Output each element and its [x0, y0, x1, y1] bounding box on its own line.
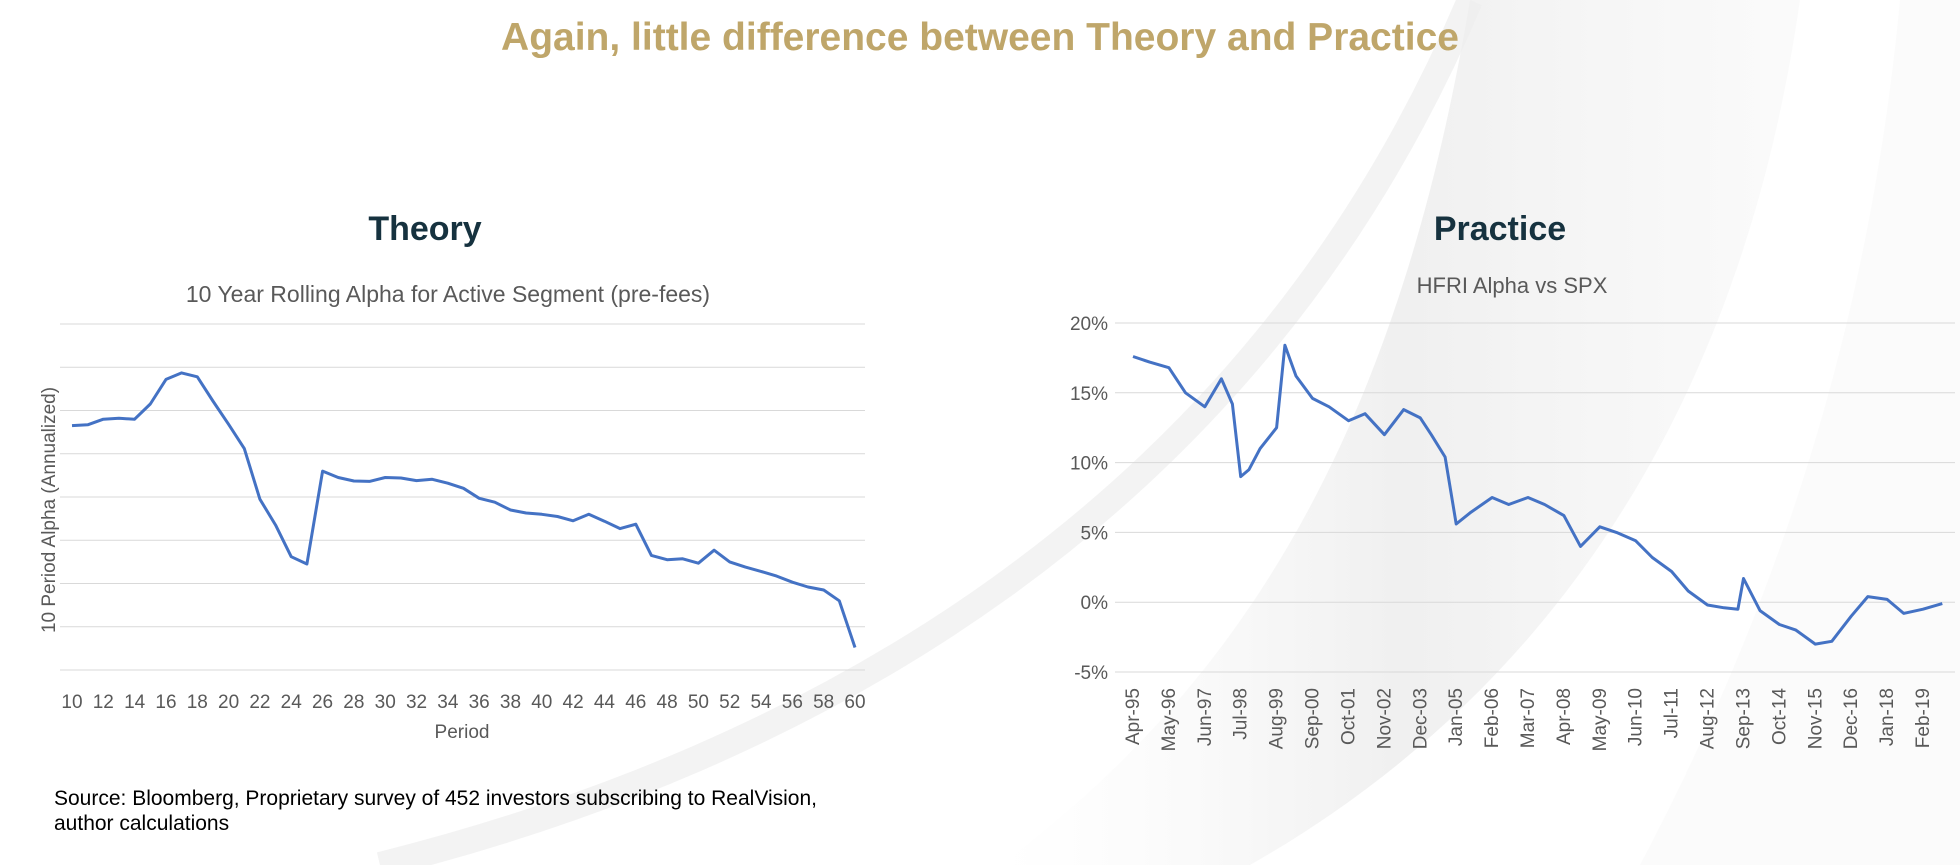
theory-x-tick-label: 42: [563, 692, 584, 713]
theory-chart-title: 10 Year Rolling Alpha for Active Segment…: [186, 281, 710, 307]
practice-x-tick-label: Jul-11: [1662, 688, 1683, 738]
theory-x-tick-label: 44: [594, 692, 616, 713]
theory-x-tick-label: 28: [343, 692, 364, 713]
theory-x-tick-label: 22: [249, 692, 270, 713]
theory-x-tick-label: 30: [375, 692, 396, 713]
theory-x-tick-label: 20: [218, 692, 239, 713]
theory-x-tick-label: 40: [531, 692, 552, 713]
practice-gridlines: [1115, 322, 1955, 673]
practice-chart-title: HFRI Alpha vs SPX: [1417, 273, 1608, 298]
practice-y-tick-label: 10%: [1070, 454, 1108, 475]
theory-x-tick-label: 36: [469, 692, 490, 713]
theory-x-tick-label: 10: [61, 692, 82, 713]
practice-x-tick-label: Apr-08: [1554, 688, 1575, 745]
theory-chart: 10 Year Rolling Alpha for Active Segment…: [39, 281, 866, 743]
practice-x-tick-label: Aug-12: [1698, 688, 1719, 749]
theory-x-tick-label: 16: [155, 692, 176, 713]
practice-x-tick-label: Mar-07: [1518, 688, 1539, 748]
practice-x-tick-label: May-09: [1590, 688, 1611, 751]
practice-x-tick-label: Feb-06: [1482, 688, 1503, 748]
theory-series-line: [71, 371, 857, 648]
theory-gridlines: [60, 323, 865, 671]
theory-x-axis-label: Period: [435, 722, 490, 743]
practice-x-tick-label: Jun-97: [1195, 688, 1216, 746]
practice-x-tick-label: Aug-99: [1267, 688, 1288, 749]
practice-x-tick-label: Jan-18: [1877, 688, 1898, 746]
practice-x-tick-label: Oct-01: [1339, 688, 1360, 745]
practice-x-tick-label: Jan-05: [1446, 688, 1467, 746]
practice-x-tick-labels: Apr-95 May-96 Jun-97 Jul-98 Aug-99 Sep-00 Oct-…: [1123, 688, 1934, 752]
theory-x-tick-label: 14: [124, 692, 146, 713]
practice-x-tick-label: Jul-98: [1231, 688, 1252, 740]
practice-x-tick-label: May-96: [1159, 688, 1180, 751]
theory-y-axis-label: 10 Period Alpha (Annualized): [39, 387, 60, 633]
practice-x-tick-label: Dec-03: [1410, 688, 1431, 749]
theory-x-tick-label: 48: [657, 692, 678, 713]
theory-x-tick-label: 32: [406, 692, 427, 713]
slide-title: Again, little difference between Theory …: [501, 16, 1459, 59]
theory-x-tick-label: 58: [813, 692, 834, 713]
theory-x-tick-label: 34: [437, 692, 459, 713]
practice-x-tick-label: Nov-02: [1374, 688, 1395, 749]
practice-series-line: [1132, 343, 1943, 646]
theory-x-tick-label: 12: [93, 692, 114, 713]
practice-x-tick-label: Sep-13: [1734, 688, 1755, 749]
practice-x-tick-label: Jun-10: [1626, 688, 1647, 746]
source-note: Source: Bloomberg, Proprietary survey of…: [54, 787, 817, 835]
practice-x-tick-label: Dec-16: [1841, 688, 1862, 749]
theory-x-tick-label: 60: [844, 692, 865, 713]
practice-x-tick-label: Nov-15: [1805, 688, 1826, 749]
practice-chart: HFRI Alpha vs SPX -5% 0% 5% 10% 15% 20% Apr-9…: [1070, 273, 1955, 752]
practice-y-tick-label: 5%: [1081, 523, 1109, 544]
theory-x-tick-label: 54: [750, 692, 772, 713]
practice-y-tick-label: -5%: [1074, 663, 1108, 684]
theory-x-tick-label: 18: [187, 692, 208, 713]
theory-x-tick-label: 56: [782, 692, 803, 713]
practice-x-tick-label: Oct-14: [1769, 688, 1790, 745]
theory-x-tick-label: 26: [312, 692, 333, 713]
practice-heading: Practice: [1433, 210, 1567, 248]
practice-y-tick-label: 0%: [1081, 593, 1109, 614]
theory-x-tick-labels: 10 12 14 16 18 20 22 24 26 28 30 32 34 36 38 40 42 44 46 48…: [61, 692, 865, 713]
practice-x-tick-label: Apr-95: [1123, 688, 1144, 745]
theory-heading: Theory: [368, 210, 482, 248]
theory-x-tick-label: 50: [688, 692, 709, 713]
practice-x-tick-label: Sep-00: [1303, 688, 1324, 749]
practice-y-tick-label: 20%: [1070, 314, 1108, 335]
practice-y-tick-label: 15%: [1070, 384, 1108, 405]
practice-x-tick-label: Feb-19: [1913, 688, 1934, 748]
theory-x-tick-label: 52: [719, 692, 740, 713]
practice-y-tick-labels: -5% 0% 5% 10% 15% 20%: [1070, 314, 1108, 684]
theory-x-tick-label: 38: [500, 692, 521, 713]
theory-x-tick-label: 46: [625, 692, 646, 713]
theory-x-tick-label: 24: [281, 692, 303, 713]
